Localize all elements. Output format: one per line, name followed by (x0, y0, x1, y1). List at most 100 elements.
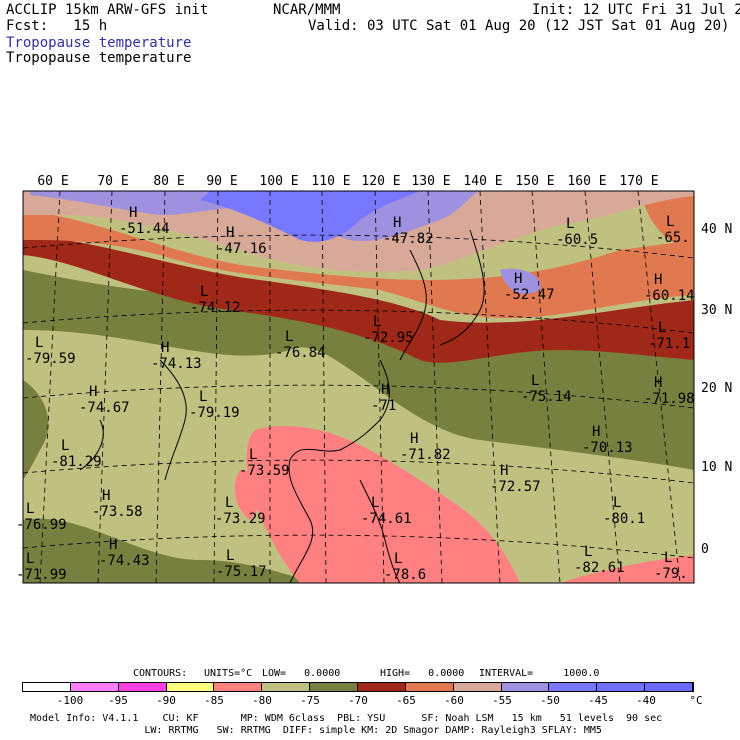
extremum-value: -79. (654, 566, 688, 582)
model-info-line1: Model Info: V4.1.1 CU: KF MP: WDM 6class… (30, 713, 663, 724)
forecast-hour: Fcst: 15 h (6, 18, 108, 34)
valid-time: Valid: 03 UTC Sat 01 Aug 20 (12 JST Sat … (308, 18, 730, 34)
color-bar-swatch (23, 683, 71, 691)
extrema-labels: H-51.44 H-47.16H-47.82L-60.5L-65.L-74.12H… (16, 205, 695, 583)
color-bar-swatch (645, 683, 694, 691)
extremum-value: -74.12 (190, 300, 241, 316)
low-marker: L-81.29 (51, 438, 102, 470)
extremum-letter: L (35, 335, 43, 351)
lon-label: 70 E (97, 174, 128, 189)
color-bar-swatch (118, 683, 167, 691)
init-time: Init: 12 UTC Fri 31 Jul 20 (532, 2, 740, 18)
extremum-letter: H (592, 424, 600, 440)
low-marker: L-76.84 (275, 329, 326, 361)
extremum-value: -71.98 (644, 391, 695, 407)
high-marker: H-51.44 (119, 205, 170, 237)
color-bar-tick-label: -70 (348, 694, 368, 707)
high-marker: H-47.82 (383, 215, 434, 247)
lon-label: 160 E (567, 174, 606, 189)
extremum-letter: L (371, 495, 379, 511)
lat-label: 20 N (701, 381, 732, 396)
low-marker: L-82.61 (574, 544, 625, 576)
color-bar-swatch (453, 683, 502, 691)
color-bar-tick-label: -75 (300, 694, 320, 707)
coastlines (79, 229, 485, 583)
high-marker: H-70.13 (582, 424, 633, 456)
extremum-value: -74.67 (79, 400, 130, 416)
color-bar-tick-label: -80 (252, 694, 272, 707)
lon-label: 130 E (411, 174, 450, 189)
high-marker: H-72.57 (490, 463, 541, 495)
extremum-letter: L (26, 551, 34, 567)
extremum-value: -79.19 (189, 405, 240, 421)
color-bar-tick-label: -40 (636, 694, 656, 707)
extremum-letter: H (161, 340, 169, 356)
high-marker: H-71 (371, 382, 396, 414)
color-bar-swatch (310, 683, 359, 691)
extremum-letter: L (249, 447, 257, 463)
color-bar-tick-label: -85 (204, 694, 224, 707)
color-bar-swatch (597, 683, 646, 691)
extremum-value: -71.82 (400, 447, 451, 463)
color-bar-tick-label: -65 (396, 694, 416, 707)
extremum-letter: L (566, 216, 574, 232)
lat-label: 0 (701, 542, 709, 557)
color-bar-tick-label: -90 (156, 694, 176, 707)
color-bar-unit: °C (689, 694, 703, 707)
high-marker: H-74.67 (79, 384, 130, 416)
color-bar-swatch (501, 683, 550, 691)
extremum-letter: L (664, 550, 672, 566)
color-bar-swatch (262, 683, 311, 691)
extremum-letter: L (285, 329, 293, 345)
extremum-letter: L (26, 501, 34, 517)
lon-label: 170 E (619, 174, 658, 189)
extremum-value: -47.82 (383, 231, 434, 247)
extremum-letter: L (666, 214, 674, 230)
extremum-letter: L (225, 495, 233, 511)
extremum-letter: H (654, 272, 662, 288)
extremum-value: -72.57 (490, 479, 541, 495)
color-bar (22, 682, 694, 692)
extremum-letter: H (102, 488, 110, 504)
high-marker: H-47.16 (216, 225, 267, 257)
low-marker: L-74.61 (361, 495, 412, 527)
extremum-value: -76.84 (275, 345, 326, 361)
color-bar-tick-label: -45 (588, 694, 608, 707)
lat-label: 40 N (701, 222, 732, 237)
extremum-value: -71 (371, 398, 396, 414)
color-bar-tick-label: -55 (492, 694, 512, 707)
low-marker: L-75.14 (521, 373, 572, 405)
color-bar-swatch (358, 683, 406, 691)
low-marker: L-65. (656, 214, 690, 246)
high-marker: H-71.98 (644, 375, 695, 407)
color-bar-tick-label: -50 (540, 694, 560, 707)
interval-label: INTERVAL= 1000.0 (479, 668, 600, 679)
low-marker: L-74.12 (190, 284, 241, 316)
lat-label: 30 N (701, 303, 732, 318)
lon-label: 80 E (153, 174, 184, 189)
units-label: UNITS=°C (204, 668, 253, 679)
extremum-letter: H (109, 537, 117, 553)
lon-label: 100 E (259, 174, 298, 189)
field-title-contour: Tropopause temperature (6, 50, 192, 66)
latitude-labels: 40 N 30 N 20 N 10 N 0 (701, 222, 732, 557)
extremum-letter: L (61, 438, 69, 454)
lon-label: 90 E (206, 174, 237, 189)
field-title-shaded: Tropopause temperature (6, 35, 192, 51)
low-marker: L-79. (654, 550, 688, 582)
extremum-value: -71.1 (648, 336, 690, 352)
low-marker: L-78.6 (384, 551, 426, 583)
extremum-letter: H (410, 431, 418, 447)
extremum-letter: H (654, 375, 662, 391)
lon-label: 140 E (463, 174, 502, 189)
high-marker: H-74.13 (151, 340, 202, 372)
lon-label: 120 E (361, 174, 400, 189)
extremum-value: -73.59 (239, 463, 290, 479)
extremum-letter: L (199, 389, 207, 405)
low-marker: L-79.59 (25, 335, 76, 367)
color-bar-swatch (405, 683, 454, 691)
extremum-letter: H (500, 463, 508, 479)
extremum-value: -76.99 (16, 517, 67, 533)
extremum-value: -47.16 (216, 241, 267, 257)
